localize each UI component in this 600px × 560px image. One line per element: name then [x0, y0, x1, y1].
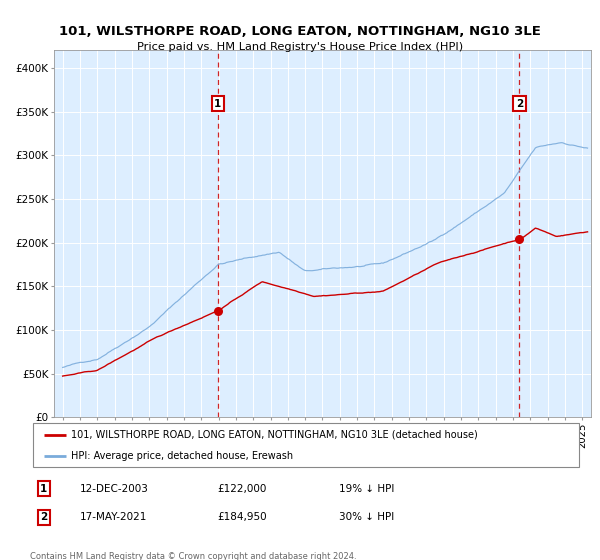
Text: Price paid vs. HM Land Registry's House Price Index (HPI): Price paid vs. HM Land Registry's House … [137, 42, 463, 52]
Text: 101, WILSTHORPE ROAD, LONG EATON, NOTTINGHAM, NG10 3LE: 101, WILSTHORPE ROAD, LONG EATON, NOTTIN… [59, 25, 541, 38]
Text: HPI: Average price, detached house, Erewash: HPI: Average price, detached house, Erew… [71, 451, 293, 461]
Text: £122,000: £122,000 [218, 483, 267, 493]
Text: Contains HM Land Registry data © Crown copyright and database right 2024.
This d: Contains HM Land Registry data © Crown c… [30, 552, 356, 560]
Text: 30% ↓ HPI: 30% ↓ HPI [339, 512, 394, 522]
FancyBboxPatch shape [33, 423, 579, 466]
Text: 1: 1 [40, 483, 47, 493]
Text: 12-DEC-2003: 12-DEC-2003 [80, 483, 149, 493]
Text: 17-MAY-2021: 17-MAY-2021 [80, 512, 147, 522]
Text: 19% ↓ HPI: 19% ↓ HPI [339, 483, 394, 493]
Text: 1: 1 [214, 99, 221, 109]
Text: 2: 2 [516, 99, 523, 109]
Text: 101, WILSTHORPE ROAD, LONG EATON, NOTTINGHAM, NG10 3LE (detached house): 101, WILSTHORPE ROAD, LONG EATON, NOTTIN… [71, 430, 478, 440]
Text: 2: 2 [40, 512, 47, 522]
Text: £184,950: £184,950 [218, 512, 268, 522]
